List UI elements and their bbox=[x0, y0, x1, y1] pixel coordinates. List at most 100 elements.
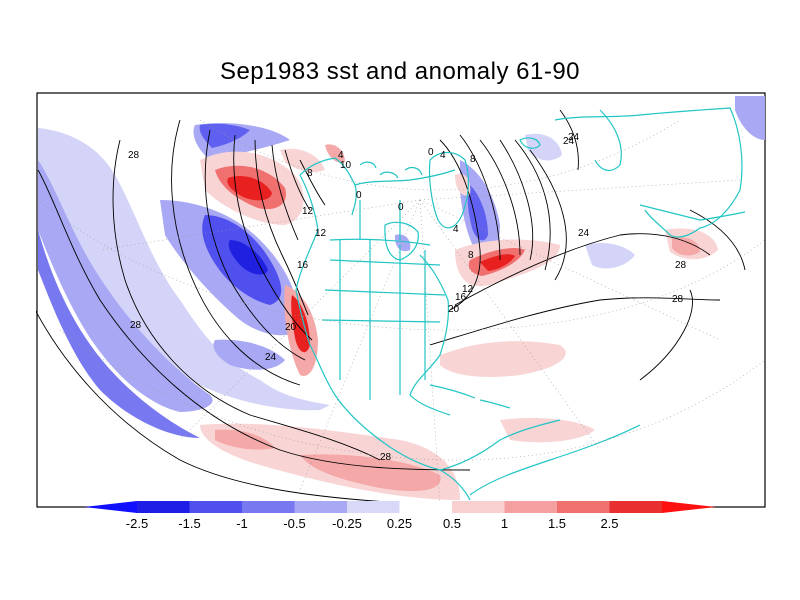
colorbar-tick-label: -1 bbox=[236, 516, 248, 531]
coast-europe bbox=[554, 107, 743, 238]
coast-hudson-bay bbox=[384, 221, 419, 261]
anomaly-region-neg-west-band bbox=[38, 160, 213, 412]
contour-line bbox=[254, 139, 309, 316]
anomaly-region-neg-west-arc bbox=[38, 128, 330, 411]
colorbar-segment bbox=[399, 501, 452, 513]
anomaly-region-pos-atlantic-band bbox=[440, 341, 566, 377]
contour-line bbox=[499, 139, 534, 261]
coast-south-america bbox=[469, 424, 641, 496]
graticule bbox=[37, 119, 765, 506]
grid-longitude bbox=[179, 199, 421, 441]
coast-mediterranean bbox=[639, 204, 746, 221]
contour-label: 4 bbox=[440, 150, 446, 161]
contour-label: 0 bbox=[398, 202, 404, 213]
negative-anomaly-layer bbox=[38, 96, 765, 438]
contour-label: 16 bbox=[455, 292, 467, 303]
contour-label: 10 bbox=[340, 160, 352, 171]
contour-label: 12 bbox=[315, 228, 327, 239]
contour-line bbox=[429, 297, 721, 346]
grid-longitude bbox=[419, 199, 601, 451]
contour-label: 4 bbox=[453, 224, 459, 235]
contour-line bbox=[233, 134, 313, 341]
contour-line bbox=[479, 139, 521, 256]
colorbar-segment bbox=[557, 501, 610, 513]
contour-line bbox=[529, 149, 567, 281]
colorbar-tick-label: 0.25 bbox=[387, 516, 412, 531]
anomaly-region-neg-central-pac-peak bbox=[228, 240, 268, 275]
anomaly-region-neg-hudson bbox=[394, 234, 411, 252]
contour-label: 12 bbox=[302, 206, 314, 217]
colorbar-tick-label: 1.5 bbox=[548, 516, 566, 531]
colorbar: -2.5 -1.5 -1 -0.5 -0.25 0.25 0.5 1 1.5 2.5 bbox=[84, 501, 716, 531]
contour-label: 4 bbox=[338, 150, 344, 161]
anomaly-region-pos-gulfstream-peak bbox=[480, 254, 515, 271]
grid-longitude bbox=[419, 179, 741, 201]
grid-latitude bbox=[199, 119, 681, 191]
contour-line bbox=[271, 144, 299, 241]
contour-label: 28 bbox=[672, 294, 684, 305]
contour-label: 28 bbox=[675, 260, 687, 271]
anomaly-region-neg-atlantic bbox=[585, 243, 635, 269]
contour-label: 28 bbox=[130, 320, 142, 331]
colorbar-tick-label: 2.5 bbox=[600, 516, 618, 531]
colorbar-tick-label: 1 bbox=[501, 516, 508, 531]
sst-contours bbox=[36, 109, 746, 506]
contour-line bbox=[439, 139, 481, 311]
colorbar-tick-label: -1.5 bbox=[178, 516, 200, 531]
grid-longitude bbox=[299, 199, 421, 491]
contour-label: 28 bbox=[380, 452, 392, 463]
coast-north-america-west bbox=[295, 174, 471, 501]
contour-line bbox=[171, 119, 301, 386]
colorbar-right-arrow bbox=[662, 501, 716, 513]
contour-line bbox=[639, 289, 693, 381]
coast-scandinavia bbox=[594, 109, 622, 172]
contour-label: 24 bbox=[568, 132, 580, 143]
contour-label: 20 bbox=[285, 322, 297, 333]
colorbar-segment bbox=[504, 501, 557, 513]
colorbar-segment bbox=[347, 501, 400, 513]
contour-label: 24 bbox=[563, 136, 575, 147]
contour-line bbox=[112, 139, 381, 461]
coast-us-states bbox=[321, 240, 446, 400]
anomaly-region-neg-barents bbox=[735, 96, 765, 140]
anomaly-region-pos-baffin bbox=[455, 173, 471, 196]
colorbar-segment bbox=[609, 501, 662, 513]
contour-line bbox=[454, 233, 711, 306]
colorbar-segment bbox=[242, 501, 295, 513]
contour-label: 28 bbox=[128, 150, 140, 161]
contour-line bbox=[689, 209, 746, 271]
anomaly-region-pos-iberia-core bbox=[672, 237, 700, 256]
contour-line bbox=[459, 134, 501, 261]
coast-greenland bbox=[428, 151, 469, 229]
contour-label: 8 bbox=[470, 154, 476, 165]
coast-arctic-canada bbox=[354, 169, 456, 186]
anomaly-region-neg-greenland-sea bbox=[525, 133, 562, 161]
colorbar-tick-label: 0.5 bbox=[443, 516, 461, 531]
contour-line bbox=[559, 109, 579, 171]
colorbar-segment bbox=[294, 501, 347, 513]
anomaly-region-pos-bering bbox=[280, 148, 325, 173]
contour-line bbox=[284, 149, 311, 211]
colorbar-segment bbox=[137, 501, 190, 513]
contour-line bbox=[299, 159, 326, 206]
contour-label: 24 bbox=[265, 352, 277, 363]
anomaly-region-neg-west-edge bbox=[38, 230, 200, 438]
contour-label: 8 bbox=[468, 250, 474, 261]
contour-label: 16 bbox=[297, 260, 309, 271]
anomaly-region-pos-tropical-pac-mid bbox=[300, 454, 441, 492]
colorbar-tick-label: -0.5 bbox=[283, 516, 305, 531]
contour-line bbox=[204, 129, 306, 361]
anomaly-region-neg-north-pac bbox=[199, 123, 250, 148]
contour-line bbox=[36, 299, 441, 506]
coast-alaska bbox=[299, 157, 357, 216]
colorbar-tick-label: -0.25 bbox=[332, 516, 362, 531]
anomaly-region-neg-labrador-core bbox=[467, 185, 488, 241]
positive-anomaly-layer bbox=[200, 144, 718, 500]
contour-label: 0 bbox=[428, 147, 434, 158]
coast-north-america-east bbox=[409, 254, 451, 416]
contour-labels: 28 28 28 28 24 24 24 20 20 16 16 12 12 1… bbox=[128, 132, 687, 463]
colorbar-tick-label: -2.5 bbox=[126, 516, 148, 531]
anomaly-region-pos-caribbean bbox=[500, 418, 595, 443]
map-title: Sep1983 sst and anomaly 61-90 bbox=[219, 58, 581, 85]
